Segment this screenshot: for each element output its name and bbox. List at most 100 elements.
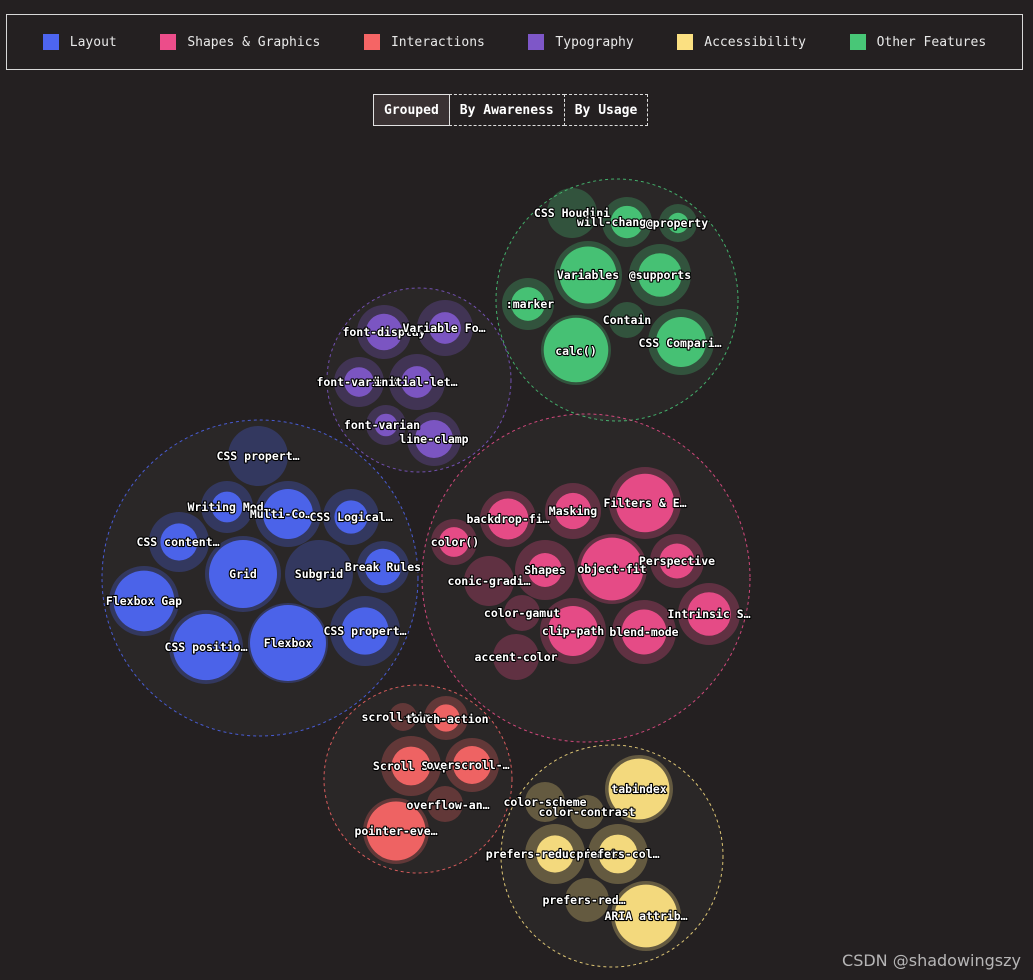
bubble-break-rules[interactable] — [357, 541, 409, 593]
usage-circle — [615, 473, 675, 533]
bubble-color[interactable] — [431, 519, 477, 565]
bubble-filters-e[interactable] — [609, 467, 681, 539]
bubble-multi-co[interactable] — [255, 481, 321, 547]
bubble-contain[interactable] — [609, 302, 645, 338]
awareness-circle — [389, 703, 417, 731]
bubble-css-compari[interactable] — [648, 309, 714, 375]
awareness-circle — [464, 556, 514, 606]
legend-item-layout[interactable]: Layout — [42, 34, 117, 50]
bubble-css-positio[interactable] — [169, 610, 243, 684]
bubble-subgrid[interactable] — [285, 540, 353, 608]
bubble-scroll-snap[interactable] — [381, 736, 441, 796]
bubble-css-propert[interactable] — [330, 596, 400, 666]
bubble-label-overscroll: overscroll-… — [426, 758, 509, 772]
awareness-circle — [285, 540, 353, 608]
bubble-font-variant[interactable] — [334, 357, 384, 407]
bubble-touch-action[interactable] — [424, 696, 468, 740]
legend-item-interactions[interactable]: Interactions — [363, 34, 485, 50]
bubble-variables[interactable] — [554, 241, 622, 309]
legend-label-shapes-graphics: Shapes & Graphics — [187, 34, 321, 50]
bubble-label-blend-mode: blend-mode — [609, 625, 678, 639]
bubble-font-varian[interactable] — [366, 405, 406, 445]
bubble-overflow-an[interactable] — [427, 786, 463, 822]
bubble-grid[interactable] — [205, 536, 281, 612]
view-toggle: Grouped By Awareness By Usage — [373, 94, 649, 126]
usage-circle — [536, 835, 574, 873]
bubble-label-writing-mod: Writing Mod… — [187, 500, 270, 514]
bubble-will-change[interactable] — [602, 197, 652, 247]
bubble-font-display[interactable] — [357, 305, 411, 359]
bubble-label-intrinsic-s: Intrinsic S… — [667, 607, 750, 621]
bubble-css-houdini[interactable] — [547, 188, 597, 238]
bubble-calc[interactable] — [541, 315, 611, 385]
usage-circle — [687, 592, 731, 636]
usage-circle — [263, 489, 313, 539]
bubble-label-flexbox-gap: Flexbox Gap — [106, 594, 182, 608]
usage-circle — [374, 413, 398, 437]
bubble-clip-path[interactable] — [540, 598, 606, 664]
bubble-label-css-positio: CSS positio… — [164, 640, 247, 654]
usage-circle — [528, 553, 562, 587]
usage-circle — [659, 543, 695, 579]
bubble-flexbox-gap[interactable] — [109, 566, 179, 636]
cluster-shapes-graphics — [421, 413, 751, 743]
awareness-circle — [504, 595, 540, 631]
legend-item-other-features[interactable]: Other Features — [849, 34, 986, 50]
bubble-color-scheme[interactable] — [525, 782, 565, 822]
bubble-prefers-reduced-data[interactable] — [525, 824, 585, 884]
legend-item-typography[interactable]: Typography — [528, 34, 634, 50]
legend-item-accessibility[interactable]: Accessibility — [677, 34, 806, 50]
bubble-label-object-fit: object-fit — [577, 562, 646, 576]
usage-circle — [610, 205, 644, 239]
usage-circle — [391, 746, 431, 786]
usage-circle — [559, 246, 617, 304]
bubble-label-css-content: CSS content… — [136, 535, 219, 549]
awareness-circle — [570, 795, 604, 829]
legend-swatch-interactions — [363, 34, 380, 50]
bubble-css-propert[interactable] — [228, 426, 288, 486]
bubble-masking[interactable] — [545, 483, 601, 539]
bubble-conic-gradi[interactable] — [464, 556, 514, 606]
bubble-prefers-col[interactable] — [588, 824, 648, 884]
bubble-variable-fo[interactable] — [417, 300, 473, 356]
bubble-blend-mode[interactable] — [612, 600, 676, 664]
bubble-writing-mod[interactable] — [201, 481, 253, 533]
bubble-shapes[interactable] — [515, 540, 575, 600]
awareness-circle — [609, 302, 645, 338]
legend-item-shapes-graphics[interactable]: Shapes & Graphics — [160, 34, 320, 50]
bubble-color-contrast[interactable] — [570, 795, 604, 829]
bubble-css-logical[interactable] — [323, 489, 379, 545]
bubble-label-property: @property — [646, 216, 708, 230]
bubble-label-variables: Variables — [557, 268, 619, 282]
bubble-line-clamp[interactable] — [407, 412, 461, 466]
bubble-tabindex[interactable] — [605, 755, 673, 823]
bubble-overscroll[interactable] — [445, 738, 499, 792]
bubble-pointer-eve[interactable] — [363, 798, 429, 864]
bubble-perspective[interactable] — [650, 534, 704, 588]
grouped-button[interactable]: Grouped — [373, 94, 450, 126]
bubble-color-gamut[interactable] — [504, 595, 540, 631]
bubble-label-supports: @supports — [629, 268, 691, 282]
bubble-accent-color[interactable] — [493, 634, 539, 680]
bubble-prefers-red[interactable] — [565, 878, 609, 922]
bubble-css-content[interactable] — [149, 512, 209, 572]
legend-swatch-accessibility — [677, 34, 694, 50]
bubble-initial-let[interactable] — [389, 354, 445, 410]
bubble-marker[interactable] — [502, 278, 554, 330]
bubble-backdrop-fi[interactable] — [480, 491, 536, 547]
bubble-flexbox[interactable] — [248, 603, 328, 683]
usage-circle — [211, 491, 243, 523]
usage-circle — [208, 539, 278, 609]
bubble-intrinsic-s[interactable] — [678, 583, 740, 645]
by-usage-button[interactable]: By Usage — [563, 94, 649, 126]
bubble-supports[interactable] — [629, 244, 691, 306]
cluster-other-features — [495, 178, 739, 422]
usage-circle — [429, 312, 461, 344]
usage-circle — [439, 527, 469, 557]
bubble-property[interactable] — [659, 204, 697, 242]
cluster-outline-other-features — [495, 178, 739, 422]
bubble-scroll-time[interactable] — [389, 703, 417, 731]
bubble-aria-attrib[interactable] — [611, 881, 681, 951]
bubble-object-fit[interactable] — [577, 534, 647, 604]
